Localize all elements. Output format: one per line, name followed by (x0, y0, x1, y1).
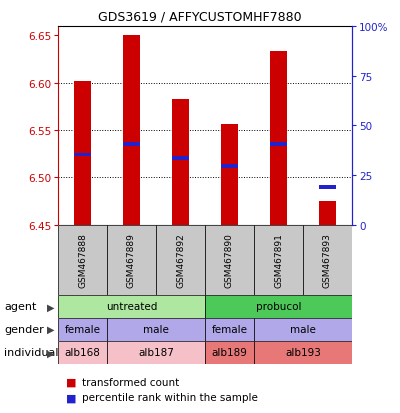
Text: female: female (64, 324, 100, 335)
Text: GSM467891: GSM467891 (274, 233, 283, 287)
Text: percentile rank within the sample: percentile rank within the sample (82, 392, 258, 402)
Text: GSM467892: GSM467892 (176, 233, 185, 287)
Bar (74, 153, 91, 157)
Bar (319, 202, 336, 225)
Bar (254, 341, 352, 364)
Bar (156, 225, 205, 295)
Bar (221, 165, 238, 169)
Text: female: female (212, 324, 248, 335)
Text: GSM467893: GSM467893 (323, 233, 332, 287)
Text: alb168: alb168 (64, 347, 100, 358)
Bar (172, 100, 189, 225)
Bar (107, 341, 205, 364)
Text: gender: gender (4, 324, 44, 335)
Text: GSM467888: GSM467888 (78, 233, 87, 287)
Text: transformed count: transformed count (82, 377, 179, 387)
Bar (319, 185, 336, 189)
Bar (123, 36, 140, 225)
Text: GSM467890: GSM467890 (225, 233, 234, 287)
Bar (205, 225, 254, 295)
Bar (254, 225, 303, 295)
Bar (205, 295, 352, 318)
Text: alb193: alb193 (285, 347, 321, 358)
Bar (58, 225, 107, 295)
Bar (172, 157, 189, 161)
Text: ▶: ▶ (48, 324, 55, 335)
Bar (221, 125, 238, 225)
Text: agent: agent (4, 301, 36, 312)
Bar (254, 318, 352, 341)
Bar (303, 225, 352, 295)
Text: ■: ■ (66, 377, 76, 387)
Bar (205, 341, 254, 364)
Text: GSM467889: GSM467889 (127, 233, 136, 287)
Text: ■: ■ (66, 392, 76, 402)
Text: ▶: ▶ (48, 347, 55, 358)
Text: alb187: alb187 (138, 347, 174, 358)
Text: probucol: probucol (256, 301, 301, 312)
Bar (270, 143, 287, 147)
Bar (58, 341, 107, 364)
Bar (107, 318, 205, 341)
Text: individual: individual (4, 347, 58, 358)
Text: male: male (290, 324, 316, 335)
Bar (107, 225, 156, 295)
Bar (58, 295, 205, 318)
Bar (270, 52, 287, 225)
Bar (74, 82, 91, 225)
Bar (58, 318, 107, 341)
Bar (205, 318, 254, 341)
Text: GDS3619 / AFFYCUSTOMHF7880: GDS3619 / AFFYCUSTOMHF7880 (98, 10, 302, 23)
Text: alb189: alb189 (212, 347, 248, 358)
Text: male: male (143, 324, 169, 335)
Text: ▶: ▶ (48, 301, 55, 312)
Bar (123, 143, 140, 147)
Text: untreated: untreated (106, 301, 157, 312)
